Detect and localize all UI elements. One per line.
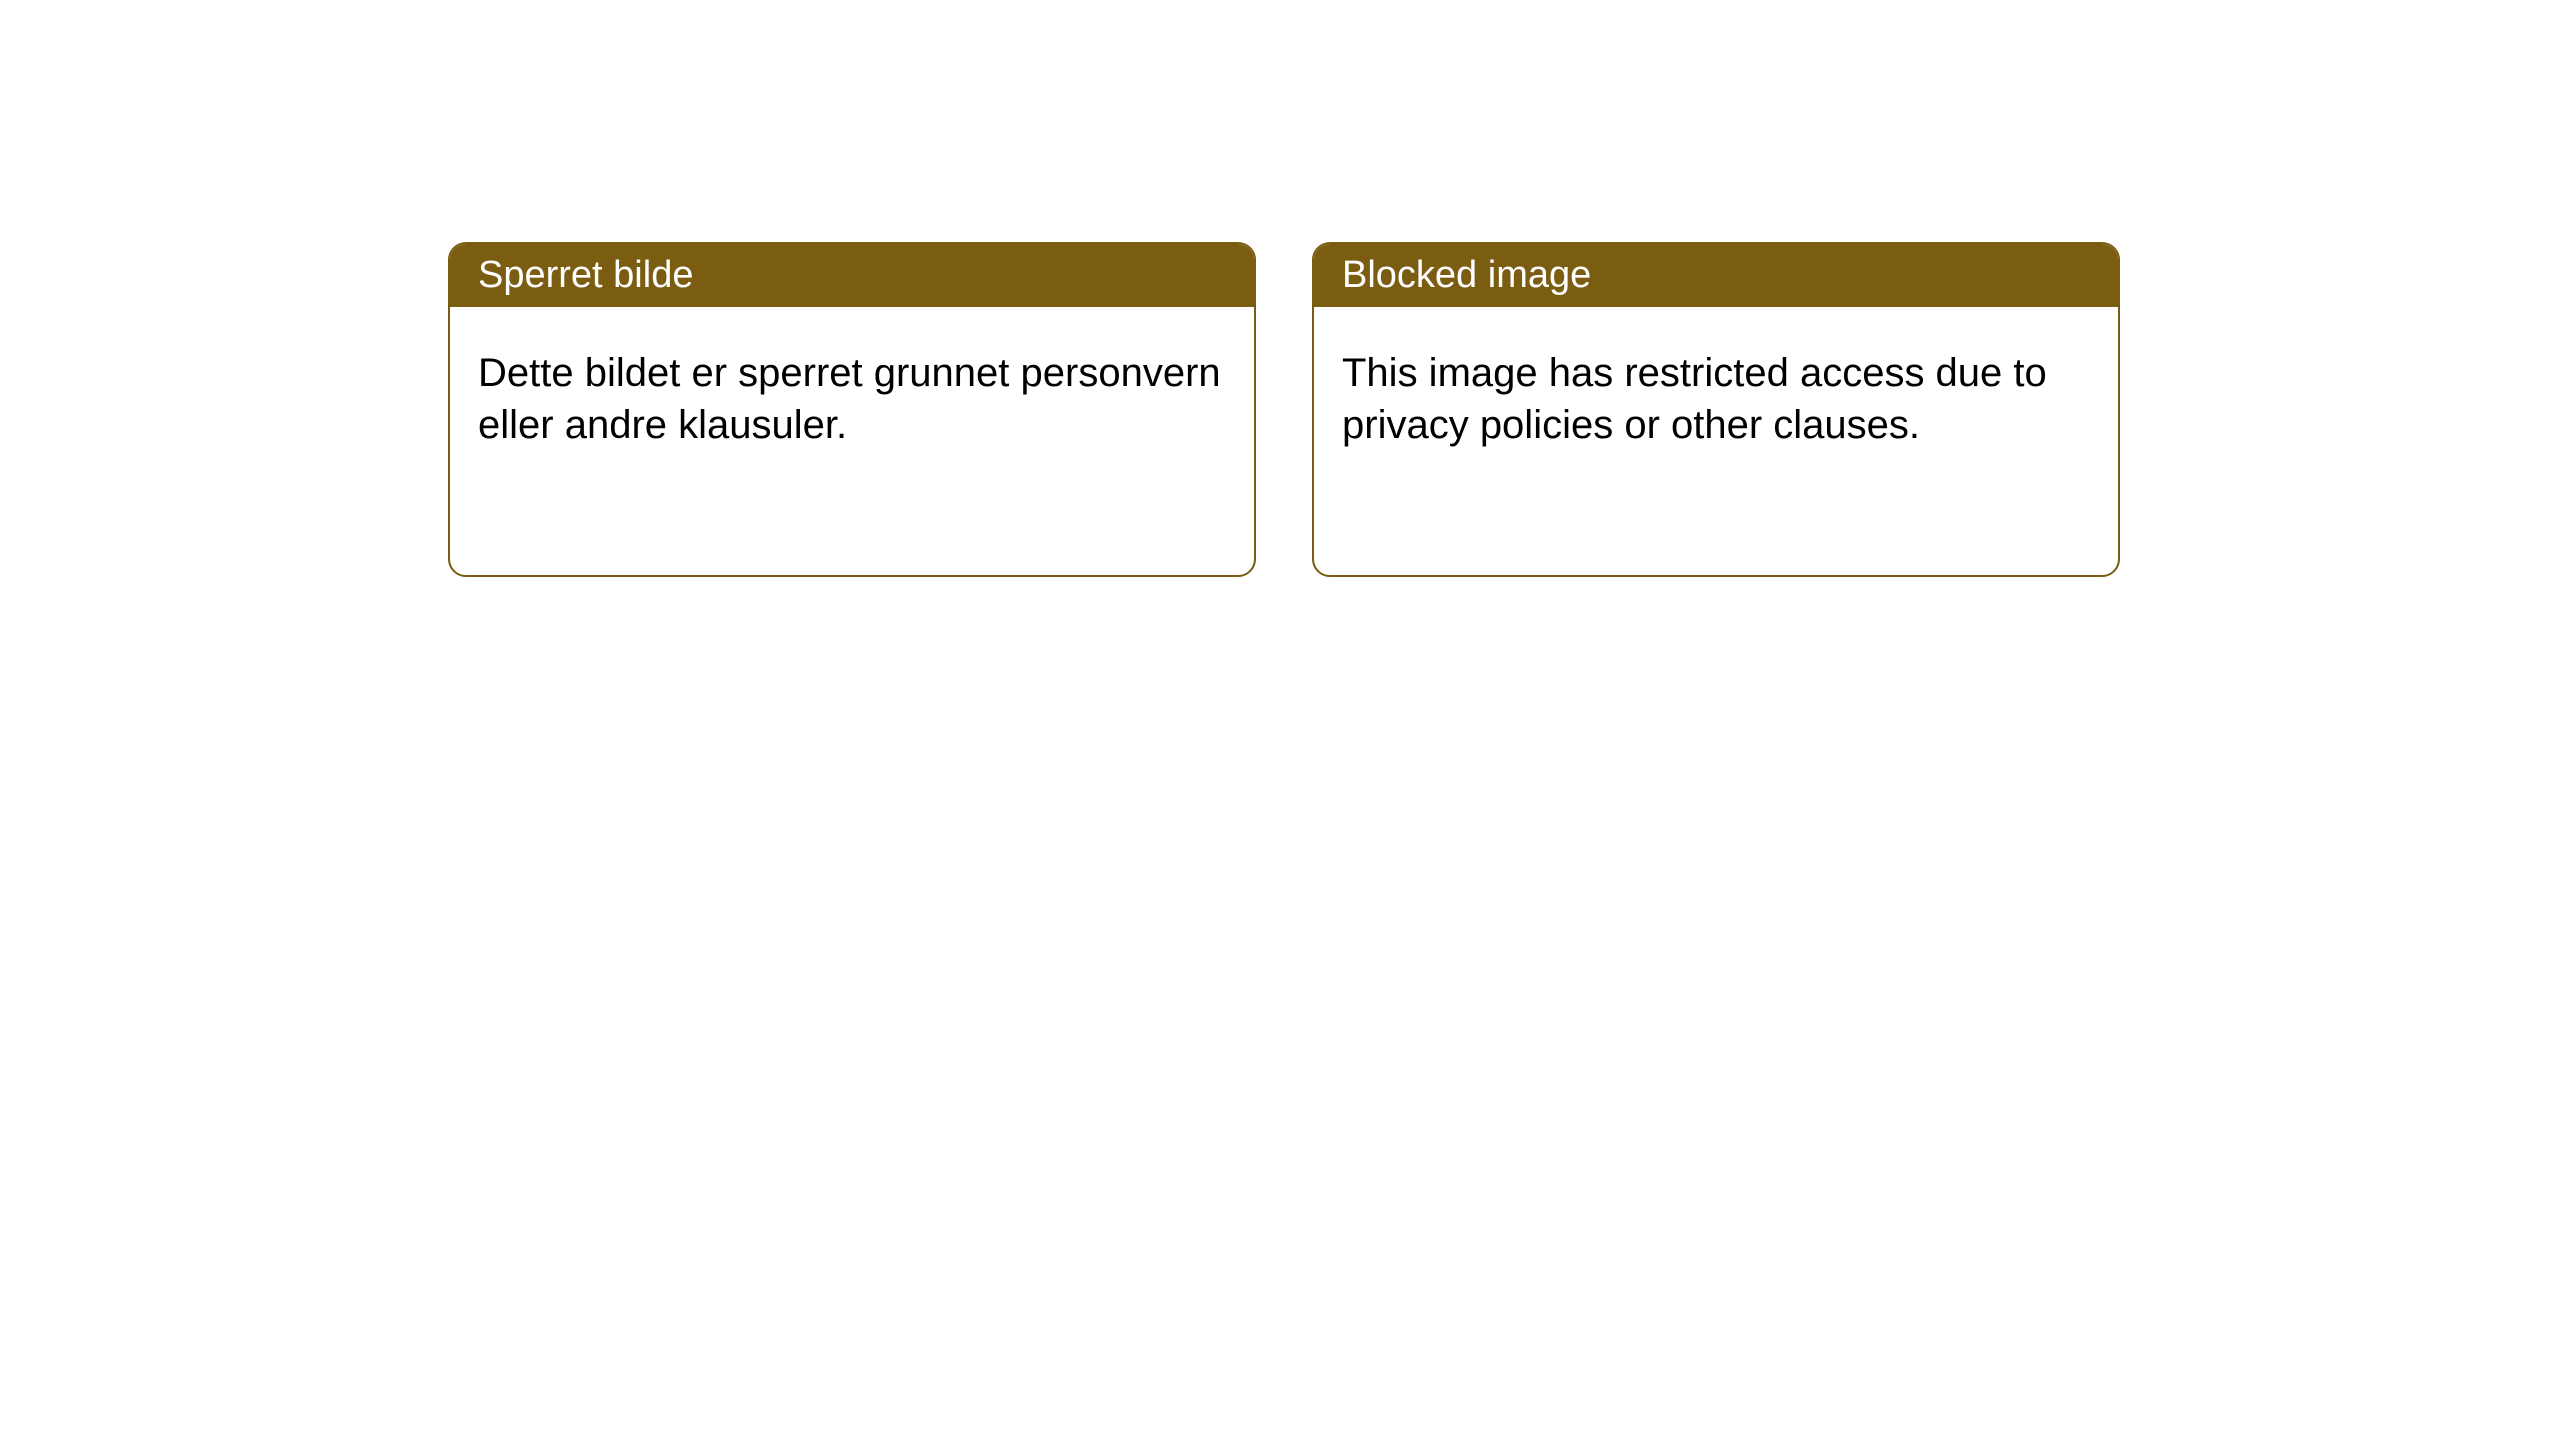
card-body-no: Dette bildet er sperret grunnet personve…: [450, 307, 1254, 575]
blocked-image-card-no: Sperret bilde Dette bildet er sperret gr…: [448, 242, 1256, 577]
card-body-en: This image has restricted access due to …: [1314, 307, 2118, 575]
info-card-container: Sperret bilde Dette bildet er sperret gr…: [0, 0, 2560, 577]
card-title-no: Sperret bilde: [450, 244, 1254, 307]
blocked-image-card-en: Blocked image This image has restricted …: [1312, 242, 2120, 577]
card-title-en: Blocked image: [1314, 244, 2118, 307]
